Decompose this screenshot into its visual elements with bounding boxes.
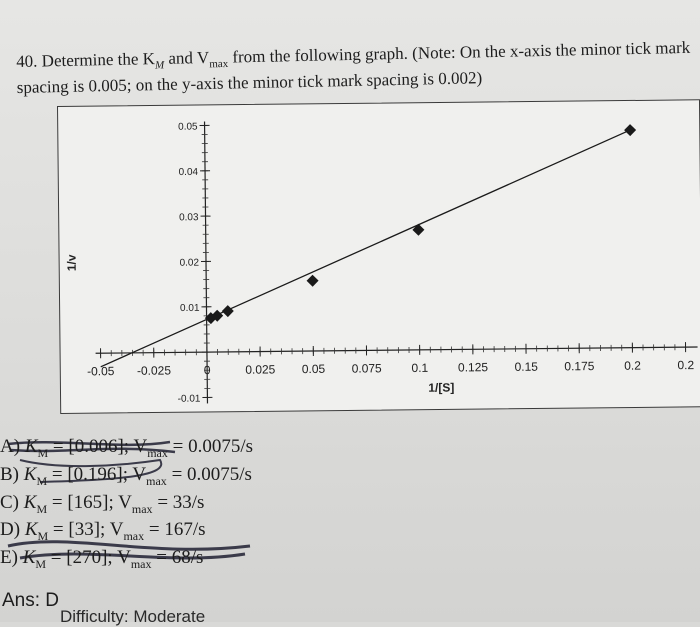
y-tick-label: 0.02 bbox=[179, 258, 199, 269]
data-point bbox=[222, 305, 234, 317]
y-tick-label: 0.01 bbox=[180, 303, 200, 314]
y-tick-label: 0.05 bbox=[178, 122, 198, 133]
data-point bbox=[412, 224, 424, 236]
x-axis-label: 1/[S] bbox=[428, 381, 454, 395]
x-tick-label: 0.2 bbox=[624, 359, 641, 373]
difficulty-line: Difficulty: Moderate bbox=[60, 607, 205, 627]
choice-c: C) KM = [165]; Vmax = 33/s bbox=[0, 492, 360, 520]
choice-e: E) KM = [270]; Vmax = 68/s bbox=[0, 547, 360, 575]
answer-line: Ans: D bbox=[2, 590, 59, 612]
fit-line bbox=[98, 130, 632, 367]
y-tick-label: 0.04 bbox=[179, 167, 199, 178]
x-tick-label: 0.05 bbox=[302, 362, 326, 376]
x-tick-label: 0.125 bbox=[458, 360, 489, 374]
x-tick-label: 0.075 bbox=[352, 361, 383, 375]
x-tick-label: 0.15 bbox=[514, 360, 538, 374]
question-number: 40. bbox=[16, 52, 38, 71]
x-tick-label: 0.025 bbox=[245, 362, 276, 376]
y-tick-label: 0.03 bbox=[179, 212, 199, 223]
y-tick-label: -0.01 bbox=[178, 394, 201, 405]
x-tick-label: 0 bbox=[204, 363, 211, 377]
x-tick-label: -0.025 bbox=[137, 363, 171, 377]
data-point bbox=[624, 124, 636, 136]
choice-a: A) KM = [0.006]; Vmax = 0.0075/s bbox=[0, 436, 360, 464]
y-axis-label: 1/v bbox=[65, 254, 79, 271]
question-body: Determine the KM and Vmax from the follo… bbox=[17, 38, 691, 97]
data-point bbox=[307, 275, 319, 287]
x-tick-label: 0.175 bbox=[564, 359, 595, 373]
x-tick-label: 0.1 bbox=[411, 361, 428, 375]
x-tick-label: 0.2 bbox=[677, 358, 694, 372]
question-text: 40. Determine the KM and Vmax from the f… bbox=[16, 38, 697, 99]
choice-d: D) KM = [33]; Vmax = 167/s bbox=[0, 519, 360, 547]
choice-b: B) KM = [0.196]; Vmax = 0.0075/s bbox=[0, 464, 360, 492]
